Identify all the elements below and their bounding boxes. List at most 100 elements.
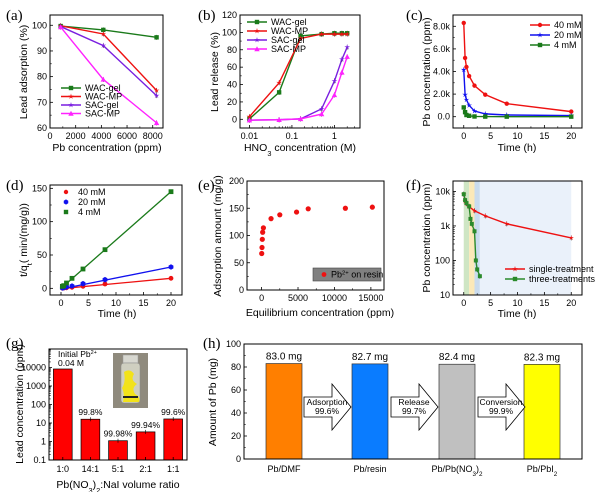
- data-point: [260, 225, 266, 231]
- shaded-region: [469, 181, 475, 295]
- data-point: [472, 114, 477, 119]
- arrow-label: Release: [398, 397, 429, 407]
- series-line: [249, 56, 348, 121]
- data-point: [331, 31, 338, 37]
- x-axis-label-part: :NaI volume ratio: [100, 479, 180, 491]
- x-tick-label: 5000: [288, 293, 308, 303]
- series-line: [249, 46, 348, 121]
- y-tick-label: 100: [226, 339, 241, 349]
- y-tick-label: 60: [37, 123, 47, 133]
- panel-label: (c): [406, 8, 423, 24]
- bar-data-label: 99.98%: [104, 429, 133, 439]
- data-point: [463, 198, 468, 203]
- bar-data-label: 83.0 mg: [266, 352, 302, 363]
- y-tick-label: 80: [227, 45, 237, 55]
- y-tick-label: 150: [32, 183, 47, 193]
- data-point: [318, 111, 325, 117]
- data-point: [276, 79, 282, 86]
- legend-box: [312, 267, 382, 282]
- data-point: [344, 31, 351, 37]
- x-tick-label: 15000: [358, 293, 383, 303]
- data-point: [153, 92, 160, 99]
- data-point: [461, 20, 466, 26]
- data-point: [277, 212, 283, 218]
- data-point: [102, 276, 108, 283]
- fit-line: [60, 266, 172, 290]
- x-tick-label: 1:0: [57, 464, 70, 474]
- x-category-label: Pb/PbI2: [527, 464, 558, 478]
- panel-g: (g) 1:0 99.8% 14:1 99.98% 5:1 99.94% 2:1 99.6% 1:…: [6, 336, 188, 492]
- data-point: [471, 108, 478, 114]
- data-point: [80, 280, 86, 287]
- data-point: [504, 114, 509, 119]
- data-point: [259, 244, 265, 251]
- legend-entry: SAC-MP: [61, 109, 120, 119]
- data-point: [101, 27, 106, 33]
- initial-concentration-annotation: 0.04 M: [58, 358, 84, 368]
- y-axis-label-part: t: [25, 263, 34, 265]
- y-axis-label: Amount of Pb (mg): [207, 358, 219, 446]
- arrow-shape: [477, 382, 526, 432]
- data-point: [69, 283, 75, 289]
- x-tick-label: 0: [461, 298, 466, 308]
- y-tick-label: 40: [231, 408, 241, 418]
- y-tick-label: 100: [222, 27, 237, 37]
- yellow-precipitate: [122, 370, 140, 402]
- legend-entry: 40 mM: [530, 20, 582, 30]
- x-tick-label: 15: [539, 131, 549, 141]
- legend-marker: [254, 28, 260, 34]
- y-tick-label: 1: [41, 437, 46, 447]
- data-point: [344, 44, 351, 50]
- y-tick-label: 0: [236, 454, 241, 464]
- x-tick-label: 14:1: [82, 464, 100, 474]
- legend-label: single-treatment: [529, 264, 594, 274]
- legend-label: SAC-MP: [85, 109, 120, 119]
- bar-data-label: 99.8%: [78, 407, 103, 417]
- data-point: [57, 24, 64, 30]
- legend-marker: [321, 272, 327, 277]
- y-tick-label: 10: [440, 290, 450, 300]
- data-point: [477, 274, 482, 279]
- x-category-label: Pb/resin: [353, 464, 386, 474]
- bar-group: 83.0 mg: [265, 352, 303, 460]
- data-point: [297, 35, 304, 41]
- x-category-label: Pb/DMF: [267, 464, 301, 474]
- x-tick-label: 8000: [143, 131, 163, 141]
- data-point: [475, 267, 480, 272]
- y-tick-label: 1k: [440, 221, 450, 231]
- bar-data-label: 99.94%: [131, 420, 160, 430]
- legend-entry: 20 mM: [63, 197, 106, 207]
- legend-entry: WAC-gel: [247, 17, 307, 27]
- arrow-shape: [303, 382, 352, 432]
- legend-entry: single-treatment: [505, 264, 594, 274]
- legend-marker: [68, 110, 74, 116]
- legend-marker: [254, 37, 260, 43]
- y-tick-label: 60: [231, 385, 241, 395]
- data-point: [331, 78, 338, 84]
- data-point: [369, 204, 375, 210]
- data-point: [100, 76, 106, 82]
- data-point: [466, 113, 472, 118]
- legend-label: WAC-gel: [271, 17, 307, 27]
- y-tick-label: 50: [37, 250, 47, 260]
- data-point: [464, 64, 469, 70]
- y-tick-label: 100: [31, 400, 46, 410]
- x-axis-label-part: Pb(NO: [56, 479, 88, 491]
- y-tick-label: 4.0k: [433, 67, 451, 77]
- x-tick-label: 5: [488, 131, 493, 141]
- series-line: [463, 69, 572, 117]
- arrow-label: Conversion: [480, 397, 523, 407]
- data-point: [102, 247, 108, 253]
- bar: [80, 418, 101, 461]
- series-4-mm: [59, 189, 174, 289]
- data-point: [504, 101, 509, 106]
- data-point: [463, 96, 470, 103]
- data-point: [482, 110, 489, 117]
- x-tick-label: 15: [539, 298, 549, 308]
- y-tick-label: 0.1: [33, 455, 46, 465]
- data-point: [473, 258, 478, 263]
- data-point: [268, 216, 274, 222]
